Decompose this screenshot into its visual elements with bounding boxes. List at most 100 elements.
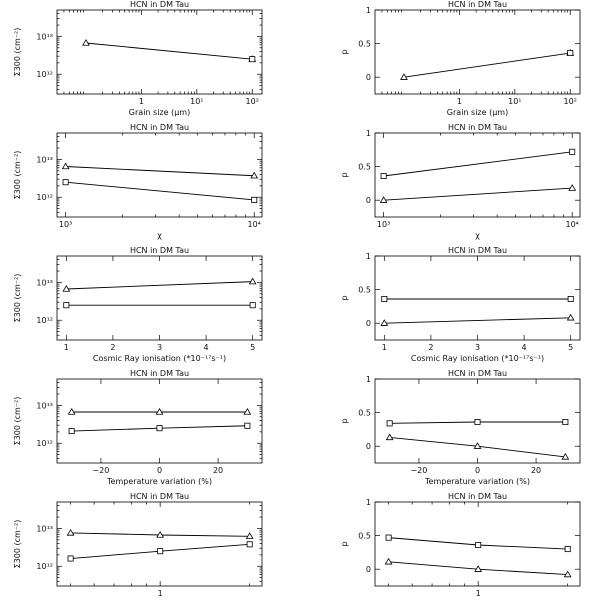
square-marker bbox=[380, 173, 387, 180]
series-line-triangle bbox=[85, 42, 253, 60]
y-axis-label: p bbox=[340, 541, 349, 546]
triangle-marker bbox=[245, 532, 254, 539]
x-tick-label: 3 bbox=[475, 343, 480, 352]
y-tick-label: 10¹² bbox=[36, 562, 53, 571]
x-tick-label: 4 bbox=[522, 343, 527, 352]
square-marker bbox=[67, 555, 74, 562]
triangle-marker bbox=[385, 433, 394, 441]
x-tick-label: 1 bbox=[457, 97, 462, 106]
x-tick-label: 1 bbox=[158, 589, 163, 598]
y-tick-label: 10¹² bbox=[36, 439, 53, 448]
panel-1: HCN in DM Tau 1 10¹ 10² 10¹² 10¹³ Grain size (… bbox=[13, 0, 263, 117]
y-tick-label: 10¹² bbox=[36, 316, 53, 325]
x-tick-label: 3 bbox=[157, 343, 162, 352]
triangle-marker bbox=[243, 408, 252, 415]
triangle-marker bbox=[61, 162, 70, 170]
x-tick-label: 20 bbox=[531, 466, 541, 475]
square-marker bbox=[474, 419, 481, 426]
square-marker bbox=[567, 296, 574, 303]
x-axis-label: χ bbox=[475, 231, 480, 240]
plot-frame bbox=[56, 132, 263, 218]
x-tick-label: 1 bbox=[476, 589, 481, 598]
panel-title: HCN in DM Tau bbox=[448, 492, 507, 501]
square-marker bbox=[244, 422, 251, 429]
y-tick-label: 10¹² bbox=[36, 70, 53, 79]
square-marker bbox=[251, 196, 258, 203]
square-marker bbox=[385, 534, 392, 541]
panel-title: HCN in DM Tau bbox=[448, 123, 507, 132]
triangle-marker bbox=[62, 285, 71, 292]
square-marker bbox=[249, 302, 256, 309]
x-tick-label: 4 bbox=[204, 343, 209, 352]
panel-title: HCN in DM Tau bbox=[130, 369, 189, 378]
x-tick-label: 10⁴ bbox=[565, 220, 578, 229]
y-axis-label: p bbox=[340, 172, 349, 177]
triangle-marker bbox=[474, 565, 483, 572]
square-marker bbox=[68, 428, 75, 435]
x-tick-label: −20 bbox=[410, 466, 427, 475]
triangle-marker bbox=[156, 531, 165, 538]
y-tick-label: 0.5 bbox=[358, 532, 371, 541]
triangle-marker bbox=[248, 277, 257, 285]
x-tick-label: 1 bbox=[382, 343, 387, 352]
square-marker bbox=[246, 541, 253, 548]
triangle-marker bbox=[250, 171, 259, 179]
triangle-marker bbox=[380, 319, 389, 326]
square-marker bbox=[62, 179, 69, 186]
x-axis-label: Cosmic Ray ionisation (*10⁻¹⁷s⁻¹) bbox=[411, 354, 544, 363]
panel-2: HCN in DM Tau 1 10¹ 10² 0 0.5 1 Grain size (μm)… bbox=[340, 0, 581, 117]
plot-frame bbox=[374, 132, 581, 218]
square-marker bbox=[386, 420, 393, 427]
panel-title: HCN in DM Tau bbox=[130, 246, 189, 255]
y-tick-label: 0.5 bbox=[358, 286, 371, 295]
y-tick-label: 0 bbox=[366, 196, 371, 205]
x-axis-label: χ bbox=[157, 231, 162, 240]
square-marker bbox=[569, 148, 576, 155]
square-marker bbox=[564, 546, 571, 553]
x-tick-label: 1 bbox=[64, 343, 69, 352]
x-axis-label: Grain size (μm) bbox=[129, 108, 190, 117]
plot-frame bbox=[56, 378, 263, 464]
plot-frame bbox=[374, 501, 581, 587]
x-tick-label: 0 bbox=[157, 466, 162, 475]
triangle-marker bbox=[400, 73, 408, 80]
panel-title: HCN in DM Tau bbox=[130, 123, 189, 132]
y-tick-label: 10¹³ bbox=[36, 401, 53, 410]
series-line-triangle bbox=[383, 187, 573, 201]
x-axis-label: Cosmic Ray ionisation (*10⁻¹⁷s⁻¹) bbox=[93, 354, 226, 363]
x-tick-label: 5 bbox=[250, 343, 255, 352]
series-line-square bbox=[65, 181, 255, 201]
y-axis-label: Σ300 (cm⁻²) bbox=[13, 28, 22, 77]
y-tick-label: 0 bbox=[366, 442, 371, 451]
series-line-square bbox=[383, 151, 573, 177]
x-tick-label: 10² bbox=[564, 97, 577, 106]
square-marker bbox=[562, 419, 569, 426]
series-line-triangle bbox=[403, 52, 571, 78]
x-tick-label: 10³ bbox=[59, 220, 72, 229]
x-tick-label: 10¹ bbox=[190, 97, 203, 106]
triangle-marker bbox=[66, 528, 75, 536]
x-tick-label: 10³ bbox=[377, 220, 390, 229]
x-tick-label: 0 bbox=[475, 466, 480, 475]
plot-frame bbox=[56, 9, 263, 95]
y-axis-label: p bbox=[340, 295, 349, 300]
x-tick-label: −20 bbox=[92, 466, 109, 475]
panel-6: HCN in DM Tau 1 2 3 4 5 0 0.5 1 Cosmic Ray ionisa… bbox=[340, 246, 581, 363]
x-tick-label: 1 bbox=[139, 97, 144, 106]
panel-title: HCN in DM Tau bbox=[130, 492, 189, 501]
x-tick-label: 10² bbox=[246, 97, 259, 106]
triangle-marker bbox=[82, 39, 90, 46]
square-marker bbox=[156, 425, 163, 432]
triangle-marker bbox=[473, 442, 482, 449]
square-marker bbox=[381, 296, 388, 303]
panel-3: HCN in DM Tau 10³ 10⁴ 10¹² 10¹³ χ Σ300 (cm⁻²) bbox=[13, 123, 263, 240]
x-axis-label: Temperature variation (%) bbox=[424, 477, 530, 486]
series-line-triangle bbox=[384, 317, 571, 324]
x-tick-label: 2 bbox=[110, 343, 115, 352]
y-tick-label: 0.5 bbox=[358, 409, 371, 418]
panel-9: HCN in DM Tau110¹²10¹³Density variation … bbox=[13, 492, 263, 598]
plot-frame bbox=[374, 255, 581, 341]
panel-5: HCN in DM Tau 1 2 3 4 5 10¹² 10¹³ Cosmic Ray ion… bbox=[13, 246, 263, 363]
triangle-marker bbox=[563, 570, 572, 578]
y-tick-label: 10¹³ bbox=[36, 32, 53, 41]
